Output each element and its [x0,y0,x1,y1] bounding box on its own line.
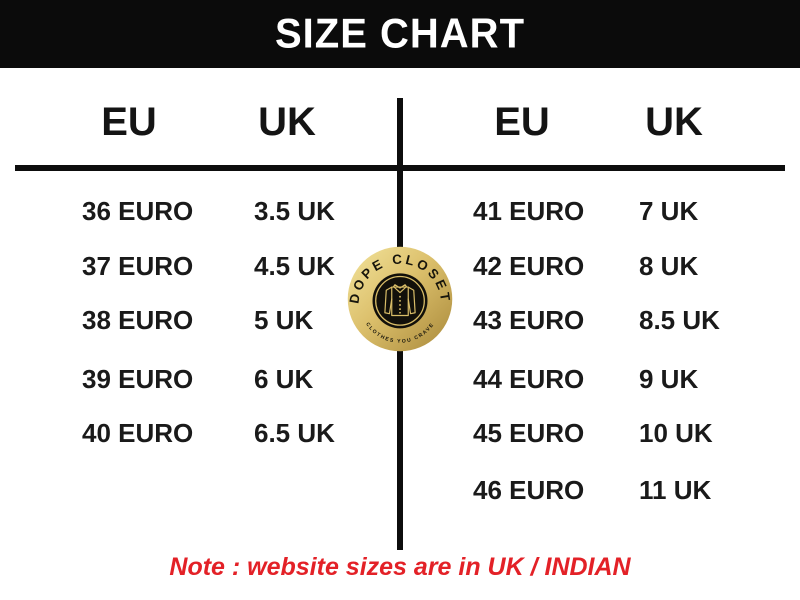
page-title: SIZE CHART [275,10,525,57]
table-cell: 6.5 UK [254,418,335,448]
table-cell: 8 UK [639,251,699,281]
table-cell: 46 EURO [473,475,585,505]
table-cell: 44 EURO [473,364,585,394]
badge-inner-ring [375,275,425,326]
right-eu-column-header: EU [494,100,550,144]
table-cell: 45 EURO [473,418,585,448]
footer-note: Note : website sizes are in UK / INDIAN [169,553,631,581]
table-cell: 8.5 UK [639,305,720,335]
table-cell: 41 EURO [473,196,585,226]
table-cell: 3.5 UK [254,196,335,226]
table-cell: 6 UK [254,364,314,394]
table-cell: 5 UK [254,305,314,335]
table-cell: 43 EURO [473,305,585,335]
table-cell: 40 EURO [82,418,194,448]
table-cell: 37 EURO [82,251,194,281]
left-uk-column-header: UK [258,100,316,144]
table-cell: 42 EURO [473,251,585,281]
table-cell: 9 UK [639,364,699,394]
title-bar: SIZE CHART [0,0,800,68]
table-cell: 4.5 UK [254,251,335,281]
table-cell: 39 EURO [82,364,194,394]
table-cell: 10 UK [639,418,713,448]
table-cell: 7 UK [639,196,699,226]
right-uk-column-header: UK [645,100,703,144]
table-cell: 11 UK [639,475,712,505]
table-cell: 36 EURO [82,196,194,226]
shirt-icon [384,284,416,317]
left-eu-column-header: EU [101,100,157,144]
brand-logo: DOPE CLOSET CLOTHES YOU CRAVE [346,246,453,352]
table-cell: 38 EURO [82,305,194,335]
